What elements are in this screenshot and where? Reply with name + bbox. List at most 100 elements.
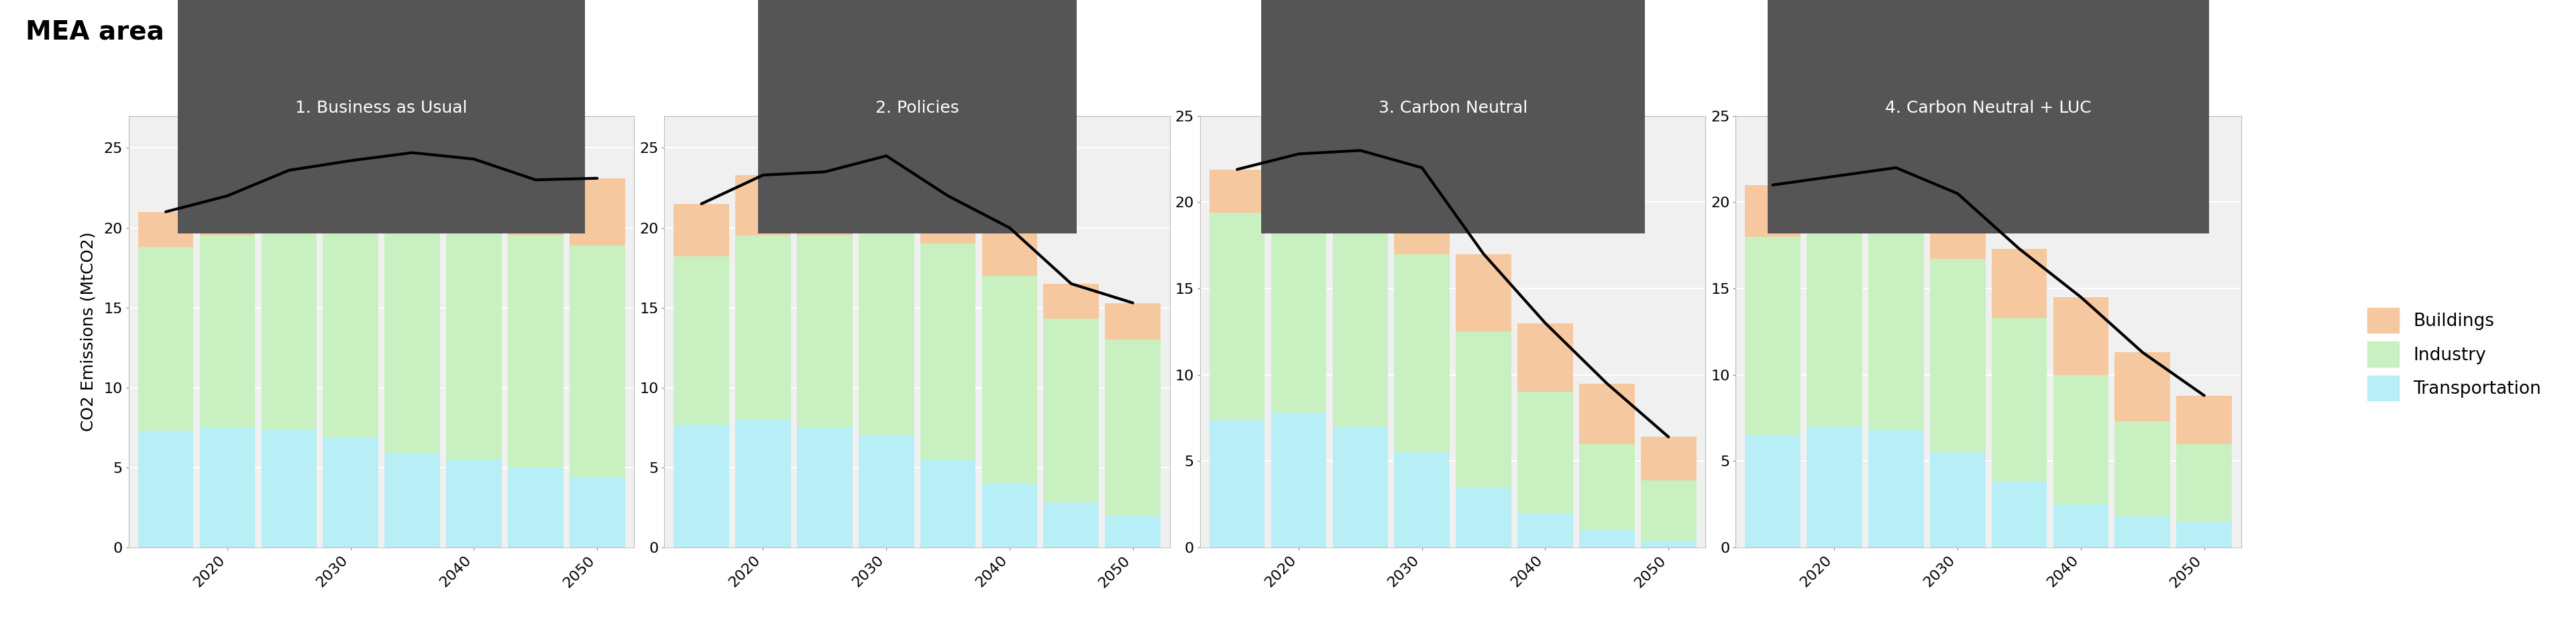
Bar xyxy=(1641,540,1695,547)
Bar xyxy=(734,419,791,547)
Bar xyxy=(1043,284,1100,319)
Bar xyxy=(1868,167,1924,223)
Bar xyxy=(1105,515,1162,547)
Bar xyxy=(858,156,914,228)
Bar xyxy=(1744,237,1801,435)
Bar xyxy=(322,212,379,437)
Bar xyxy=(569,477,626,547)
Bar xyxy=(1455,254,1512,332)
Bar xyxy=(734,175,791,236)
Bar xyxy=(322,160,379,212)
Bar xyxy=(675,424,729,547)
Bar xyxy=(446,159,502,228)
Bar xyxy=(1105,303,1162,339)
Bar xyxy=(260,222,317,429)
Bar xyxy=(1043,503,1100,547)
Bar xyxy=(1105,339,1162,515)
Bar xyxy=(1579,383,1636,444)
Bar xyxy=(734,236,791,419)
Bar xyxy=(858,228,914,435)
Bar xyxy=(1517,392,1574,513)
Bar xyxy=(1208,420,1265,547)
Bar xyxy=(1270,154,1327,205)
Bar xyxy=(796,236,853,428)
Bar xyxy=(796,428,853,547)
Bar xyxy=(1579,444,1636,530)
Bar xyxy=(1991,482,2048,547)
Bar xyxy=(2053,297,2110,375)
Bar xyxy=(1806,220,1862,426)
Bar xyxy=(1208,169,1265,213)
Bar xyxy=(201,236,255,428)
Bar xyxy=(1394,167,1450,254)
Bar xyxy=(1394,453,1450,547)
Bar xyxy=(1208,213,1265,420)
Bar xyxy=(1929,453,1986,547)
Bar xyxy=(201,428,255,547)
Bar xyxy=(2177,444,2231,522)
Bar xyxy=(1744,185,1801,237)
Legend: Buildings, Industry, Transportation: Buildings, Industry, Transportation xyxy=(2367,308,2543,401)
Bar xyxy=(1806,176,1862,220)
Bar xyxy=(675,204,729,256)
Bar xyxy=(2115,516,2169,547)
Bar xyxy=(1394,254,1450,453)
Bar xyxy=(260,170,317,222)
Bar xyxy=(1579,530,1636,547)
Bar xyxy=(322,437,379,547)
Text: 3. Carbon Neutral: 3. Carbon Neutral xyxy=(1378,100,1528,116)
Bar xyxy=(139,212,193,247)
Bar xyxy=(1868,223,1924,430)
Bar xyxy=(981,228,1038,276)
Bar xyxy=(1641,480,1695,540)
Bar xyxy=(2053,504,2110,547)
Bar xyxy=(1744,435,1801,547)
Bar xyxy=(384,222,440,453)
Bar xyxy=(981,484,1038,547)
Bar xyxy=(2115,421,2169,516)
Text: MEA area: MEA area xyxy=(26,19,165,45)
Bar xyxy=(2053,375,2110,504)
Bar xyxy=(507,236,564,468)
Bar xyxy=(384,153,440,222)
Bar xyxy=(1929,259,1986,453)
Bar xyxy=(139,247,193,431)
Bar xyxy=(1270,413,1327,547)
Bar xyxy=(507,468,564,547)
Bar xyxy=(1043,319,1100,503)
Bar xyxy=(201,196,255,236)
Bar xyxy=(569,178,626,245)
Bar xyxy=(1270,205,1327,413)
Bar xyxy=(1332,426,1388,547)
Bar xyxy=(1332,151,1388,220)
Bar xyxy=(2177,522,2231,547)
Text: 1. Business as Usual: 1. Business as Usual xyxy=(296,100,466,116)
Bar xyxy=(1991,318,2048,482)
Text: 4. Carbon Neutral + LUC: 4. Carbon Neutral + LUC xyxy=(1886,100,2092,116)
Bar xyxy=(1991,249,2048,318)
Bar xyxy=(920,196,976,244)
Bar xyxy=(858,435,914,547)
Text: 2. Policies: 2. Policies xyxy=(876,100,958,116)
Bar xyxy=(920,460,976,547)
Bar xyxy=(260,429,317,547)
Bar xyxy=(675,256,729,424)
Bar xyxy=(1455,487,1512,547)
Bar xyxy=(2115,352,2169,421)
Bar xyxy=(981,276,1038,484)
Bar xyxy=(1517,513,1574,547)
Bar xyxy=(139,431,193,547)
Bar xyxy=(2177,395,2231,444)
Bar xyxy=(384,453,440,547)
Bar xyxy=(796,172,853,236)
Bar xyxy=(1332,220,1388,426)
Y-axis label: CO2 Emissions (MtCO2): CO2 Emissions (MtCO2) xyxy=(80,232,95,431)
Bar xyxy=(507,180,564,236)
Bar xyxy=(1455,332,1512,487)
Bar xyxy=(1806,426,1862,547)
Bar xyxy=(1929,194,1986,259)
Bar xyxy=(920,244,976,460)
Bar xyxy=(1641,437,1695,480)
Bar xyxy=(446,460,502,547)
Bar xyxy=(1517,323,1574,392)
